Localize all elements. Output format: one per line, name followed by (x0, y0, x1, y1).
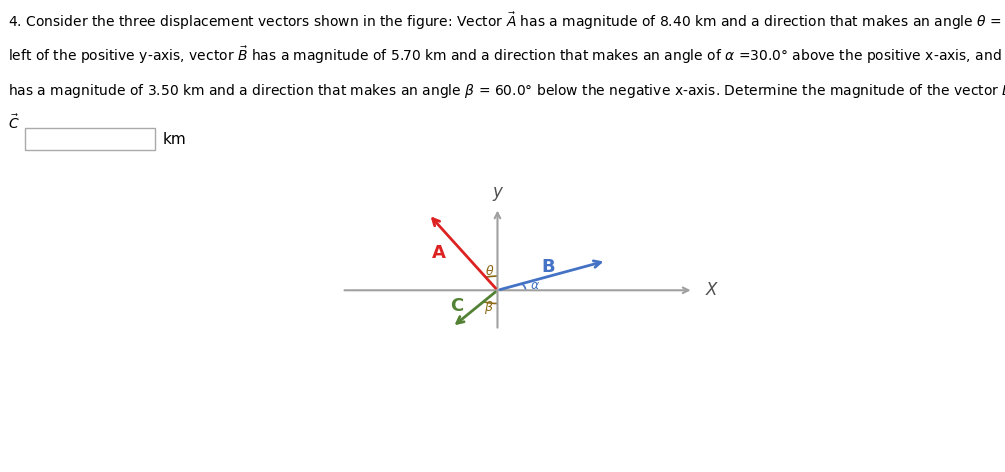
Text: C: C (450, 297, 463, 315)
FancyBboxPatch shape (25, 128, 155, 150)
Text: β: β (483, 301, 491, 314)
Text: has a magnitude of 3.50 km and a direction that makes an angle $\beta$ = 60.0° b: has a magnitude of 3.50 km and a directi… (8, 79, 1005, 101)
Text: $\vec{C}$: $\vec{C}$ (8, 114, 20, 132)
Text: α: α (531, 279, 539, 292)
Text: θ: θ (485, 265, 493, 278)
Text: km: km (163, 132, 187, 146)
Text: y: y (492, 183, 502, 201)
Text: A: A (432, 244, 446, 261)
Text: left of the positive y-axis, vector $\vec{B}$ has a magnitude of 5.70 km and a d: left of the positive y-axis, vector $\ve… (8, 45, 1005, 67)
Text: 4. Consider the three displacement vectors shown in the figure: Vector $\vec{A}$: 4. Consider the three displacement vecto… (8, 10, 1005, 32)
Text: X: X (706, 281, 717, 299)
Text: B: B (542, 258, 555, 276)
